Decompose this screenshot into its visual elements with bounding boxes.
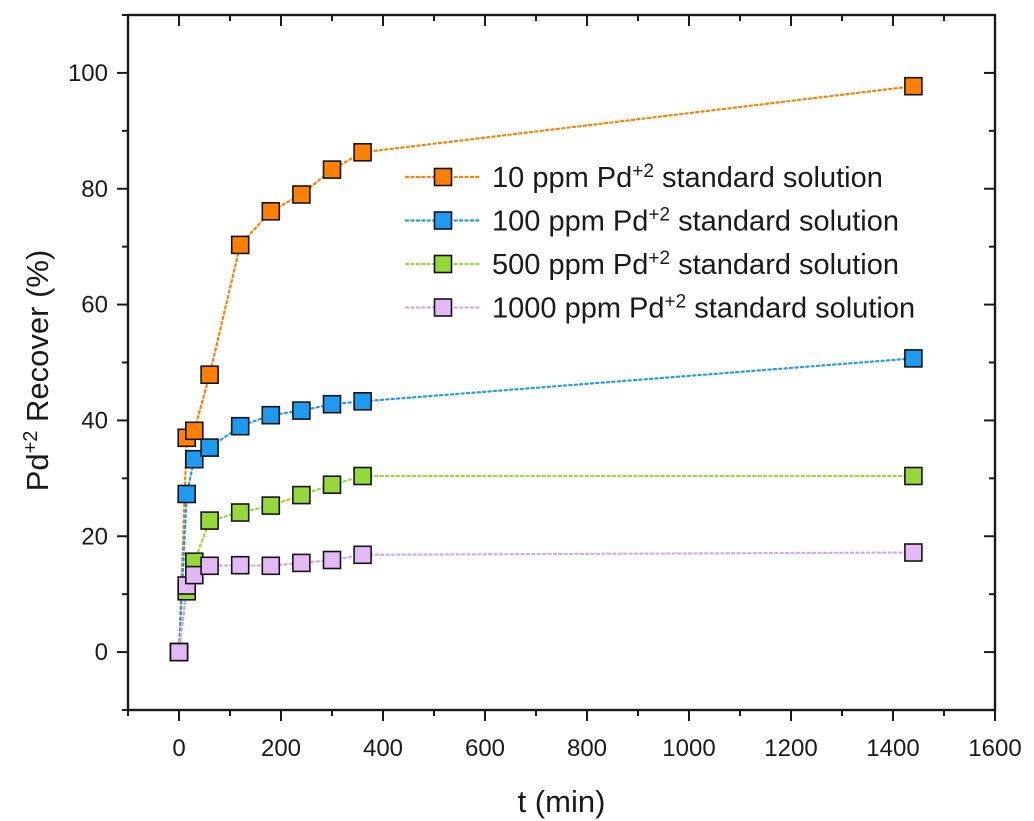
legend-label-sup: +2 — [632, 161, 654, 182]
legend-label-prefix: 10 ppm Pd — [492, 162, 632, 194]
data-point — [904, 466, 923, 486]
x-tick-label: 1200 — [764, 735, 817, 762]
data-point — [322, 394, 342, 414]
y-axis-title: Pd+2 Recover (%) — [20, 250, 55, 492]
data-point — [292, 553, 311, 573]
x-tick-label: 1400 — [866, 735, 919, 762]
y-tick-label: 40 — [81, 407, 108, 434]
data-point — [292, 485, 311, 505]
data-point — [322, 475, 342, 495]
x-tick-label: 1000 — [662, 735, 715, 762]
x-tick-label: 600 — [465, 735, 505, 762]
y-tick-label: 0 — [95, 639, 108, 666]
data-point — [322, 160, 342, 179]
y-tick-label: 20 — [81, 523, 108, 550]
data-point — [200, 365, 219, 385]
series-line — [177, 85, 915, 654]
data-point — [169, 642, 189, 662]
legend-label-suffix: standard solution — [670, 249, 899, 281]
y-axis-title-prefix: Pd — [20, 453, 55, 491]
y-axis-title-sup: +2 — [20, 431, 42, 454]
legend-label-suffix: standard solution — [686, 293, 915, 325]
data-point — [177, 484, 196, 504]
legend-marker — [433, 298, 453, 317]
legend-marker — [433, 167, 453, 187]
data-point — [353, 466, 372, 486]
series-markers — [169, 76, 923, 662]
data-point — [261, 496, 281, 515]
x-tick-label: 1600 — [968, 735, 1021, 762]
legend-marker — [433, 254, 453, 274]
axis-ticks: 0 200 400 600 800 1000 1200 1400 1600 0 20 40 60 80 10… — [68, 14, 1022, 762]
data-point — [230, 555, 250, 575]
legend-label: 1000 ppm Pd+2 standard solution — [492, 291, 915, 325]
series-line — [177, 357, 915, 654]
legend-label: 100 ppm Pd+2 standard solution — [492, 204, 899, 238]
legend-marker — [433, 211, 453, 230]
data-point — [261, 202, 281, 221]
legend-label-sup: +2 — [648, 248, 670, 269]
data-point — [353, 545, 372, 565]
x-tick-label: 400 — [363, 735, 403, 762]
data-point — [230, 416, 250, 436]
data-point — [230, 503, 250, 522]
data-point — [292, 401, 311, 420]
y-axis-title-suffix: Recover (%) — [20, 250, 55, 431]
legend-label-sup: +2 — [648, 204, 670, 225]
legend-label: 500 ppm Pd+2 standard solution — [492, 248, 899, 282]
y-tick-label: 80 — [81, 176, 108, 203]
data-point — [200, 556, 219, 576]
data-point — [292, 185, 311, 204]
legend-label-suffix: standard solution — [654, 162, 883, 194]
x-axis-title: t (min) — [518, 784, 606, 819]
data-point — [322, 550, 342, 570]
data-point — [353, 391, 372, 411]
y-tick-label: 60 — [81, 292, 108, 319]
data-point — [200, 438, 219, 457]
data-point — [185, 449, 204, 469]
data-point — [904, 349, 923, 368]
legend-label-suffix: standard solution — [670, 206, 899, 238]
x-tick-label: 200 — [261, 735, 301, 762]
series-line — [177, 551, 915, 654]
legend-label-prefix: 500 ppm Pd — [492, 249, 648, 281]
data-point — [185, 421, 204, 441]
data-point — [904, 543, 923, 562]
legend-label: 10 ppm Pd+2 standard solution — [492, 161, 883, 195]
x-tick-label: 0 — [172, 735, 185, 762]
legend-label-prefix: 1000 ppm Pd — [492, 293, 665, 325]
data-point — [230, 235, 250, 255]
data-point — [261, 405, 281, 425]
data-point — [904, 76, 923, 96]
data-point — [261, 556, 281, 576]
y-tick-label: 100 — [68, 60, 108, 87]
data-point — [353, 143, 372, 162]
legend-label-prefix: 100 ppm Pd — [492, 206, 648, 238]
data-point — [185, 565, 204, 585]
legend-label-sup: +2 — [665, 291, 687, 312]
x-tick-label: 800 — [567, 735, 607, 762]
data-point — [200, 511, 219, 530]
